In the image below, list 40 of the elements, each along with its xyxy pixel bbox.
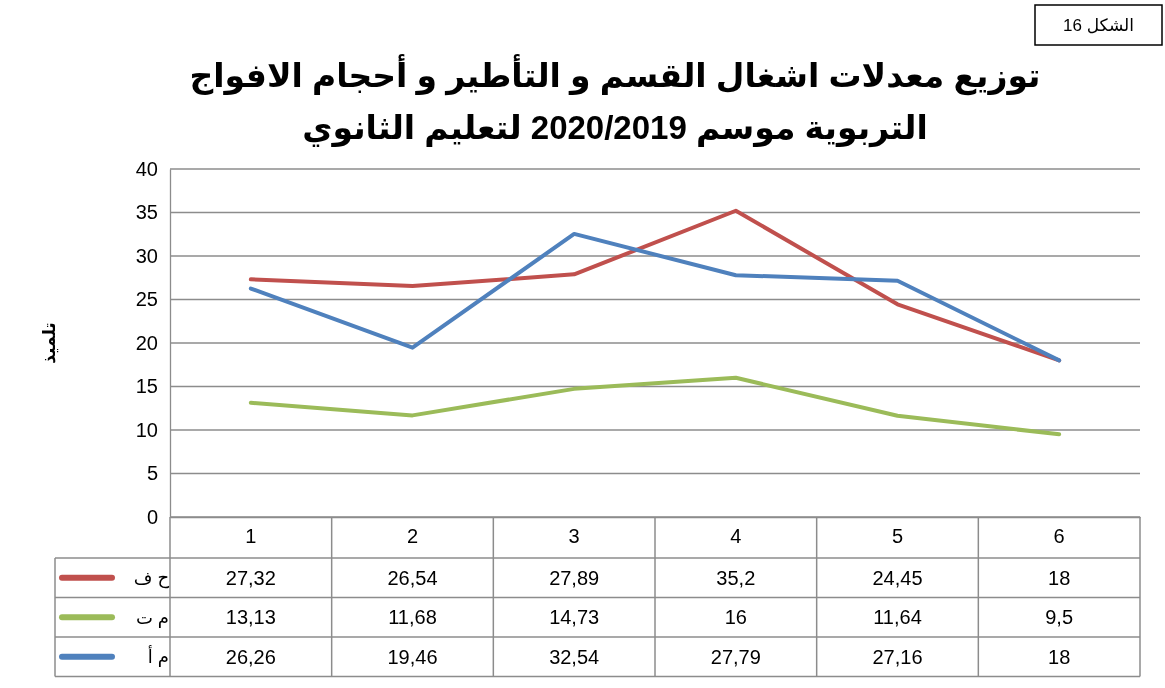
data-label: 13,13 <box>225 606 276 629</box>
x-tick-label: 6 <box>1053 525 1065 548</box>
data-label: 27,89 <box>549 566 600 589</box>
data-label: 19,46 <box>387 645 438 668</box>
y-tick-label: 20 <box>135 331 158 354</box>
y-tick-label: 0 <box>146 505 158 528</box>
data-label: 27,32 <box>225 566 276 589</box>
x-tick-label: 5 <box>891 525 904 548</box>
x-tick-label: 2 <box>406 525 419 548</box>
data-label: 27,79 <box>710 645 761 668</box>
data-label: 32,54 <box>549 645 600 668</box>
data-label: 26,26 <box>225 645 276 668</box>
x-tick-label: 1 <box>245 525 257 548</box>
y-tick-label: 15 <box>135 375 158 398</box>
data-label: 24,45 <box>872 566 923 589</box>
text: الشكل 16 <box>1063 15 1134 35</box>
data-label: 16 <box>724 606 747 629</box>
line-series <box>248 375 1062 437</box>
y-tick-label: 25 <box>135 288 158 311</box>
legend-label: م أ <box>147 645 169 668</box>
legend-label: م ت <box>135 607 169 628</box>
data-label: 27,16 <box>872 645 923 668</box>
y-tick-label: 30 <box>135 244 158 267</box>
data-label: 18 <box>1048 645 1071 668</box>
data-label: 14,73 <box>549 606 600 629</box>
data-label: 11,68 <box>388 606 437 629</box>
x-tick-label: 4 <box>730 525 742 548</box>
data-label: 18 <box>1048 566 1071 589</box>
y-tick-label: 35 <box>135 201 158 224</box>
y-tick-label: 5 <box>146 462 158 485</box>
y-tick-label: 40 <box>135 157 158 180</box>
data-label: 35,2 <box>716 566 756 589</box>
data-label: 11,64 <box>873 606 922 629</box>
legend-label: ح ف <box>133 568 170 590</box>
y-axis-title: تلميذ <box>40 322 59 364</box>
chart-title: توزيع معدلات اشغال القسم و التأطير و أحجام الافواج التربوية موسم 2020/2019 لتعليم الثانوي <box>189 54 1041 148</box>
x-tick-label: 3 <box>568 525 580 548</box>
data-label: 9,5 <box>1045 606 1074 629</box>
data-label: 26,54 <box>387 566 438 589</box>
y-tick-label: 10 <box>135 418 158 441</box>
